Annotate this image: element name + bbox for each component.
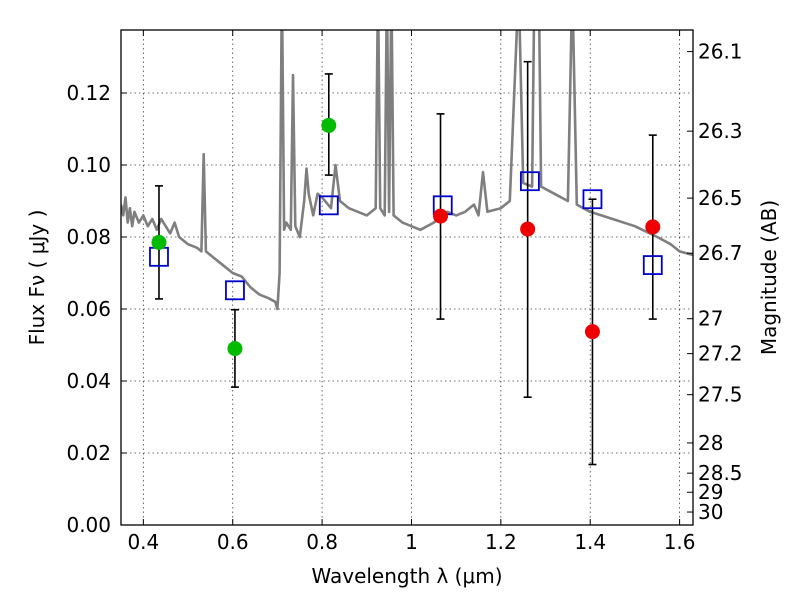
right-axis-title: Magnitude (AB) [757,200,781,355]
right-tick-label: 26.3 [698,119,743,143]
right-tick-label: 26.1 [698,40,743,64]
observed-point [321,117,337,133]
observed-point [433,208,449,224]
observed-point [151,234,167,250]
x-tick-label: 1.6 [664,530,696,554]
x-tick-label: 1.4 [574,530,606,554]
observed-point [584,324,600,340]
y-tick-label: 0.08 [66,225,111,249]
y-tick-label: 0.12 [66,81,111,105]
observed-point [520,221,536,237]
right-tick-label: 27.2 [698,342,743,366]
right-tick-label: 26.5 [698,186,743,210]
model-square-marker [519,171,540,192]
model-square-marker [225,280,245,301]
x-tick-label: 0.4 [127,530,159,554]
right-tick-label: 27 [698,307,723,331]
model-spectrum [121,30,693,311]
model-square-marker [318,195,339,216]
y-tick-label: 0.06 [66,297,111,321]
x-tick-label: 1 [405,530,418,554]
right-tick-label: 30 [698,500,723,524]
x-axis-title: Wavelength λ (μm) [311,564,502,588]
plot-frame [120,29,694,526]
right-tick-label: 29 [698,480,723,504]
grid-lines [121,30,693,526]
observed-point [227,341,243,357]
model-square-marker [642,255,663,275]
axis-ticks: 0.4 0.6 0.8 1 1.2 1.4 1.6 0.00 0.02 0.04 0.06 0.08 0… [66,30,743,554]
error-bars [154,60,657,466]
right-tick-label: 26.7 [698,241,743,265]
model-square-marker [582,189,603,210]
data-markers [149,117,663,357]
x-tick-label: 0.8 [306,530,338,554]
right-tick-label: 28 [698,431,723,455]
observed-point [645,219,661,235]
x-tick-label: 1.2 [485,530,517,554]
right-tick-label: 27.5 [698,383,743,407]
y-tick-label: 0.04 [66,369,111,393]
spectrum-line [121,30,693,311]
right-tick-label: 28.5 [698,461,743,485]
y-tick-label: 0.02 [66,441,111,465]
y-tick-label: 0.00 [66,513,111,537]
x-tick-label: 0.6 [217,530,249,554]
y-tick-label: 0.10 [66,153,111,177]
y-axis-title: Flux Fν ( μJy ) [25,210,49,346]
